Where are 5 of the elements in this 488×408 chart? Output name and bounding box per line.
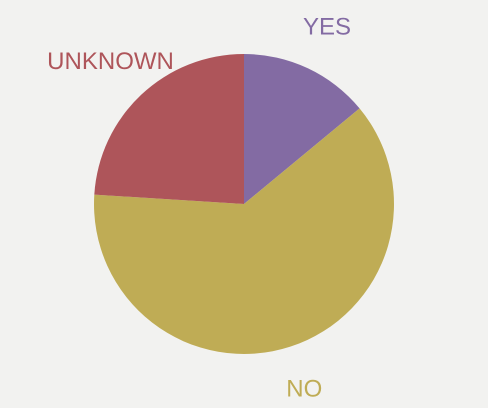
pie-slice <box>244 54 360 204</box>
slice-label: UNKNOWN <box>47 48 174 75</box>
slice-label: YES <box>303 14 352 41</box>
pie-slice <box>94 108 394 354</box>
slice-label: NO <box>286 375 322 402</box>
